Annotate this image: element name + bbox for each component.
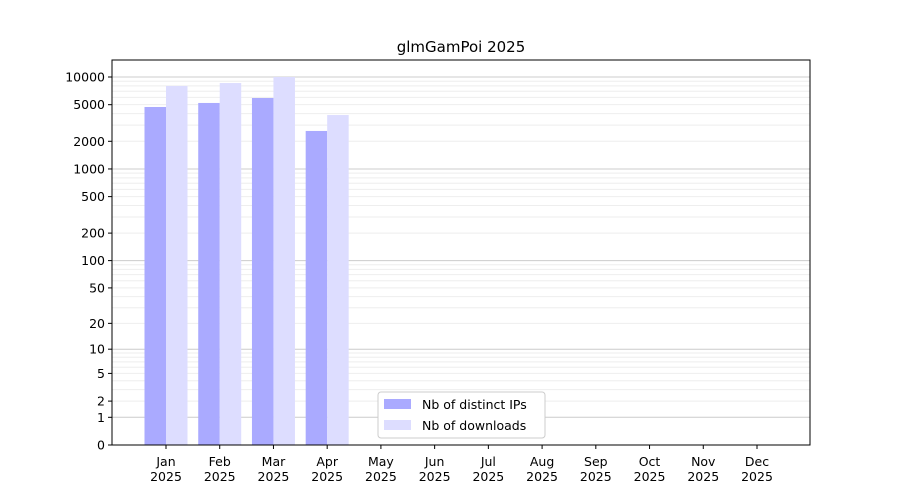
y-tick-label: 10 — [89, 342, 105, 357]
legend-swatch — [384, 420, 411, 430]
y-tick-label: 5 — [97, 366, 105, 381]
y-tick-label: 50 — [89, 280, 105, 295]
bar-downloads — [273, 76, 295, 445]
x-tick-label: Jul 2025 — [472, 454, 504, 484]
bar-downloads — [327, 115, 349, 445]
chart-title: glmGamPoi 2025 — [397, 38, 526, 56]
x-tick-label: Mar 2025 — [258, 454, 290, 484]
x-tick-label: Nov 2025 — [687, 454, 719, 484]
x-tick-label: Sep 2025 — [580, 454, 612, 484]
y-tick-label: 10000 — [65, 69, 105, 84]
y-tick-label: 500 — [81, 189, 105, 204]
legend: Nb of distinct IPs Nb of downloads — [377, 391, 546, 439]
y-tick-label: 2000 — [73, 134, 105, 149]
x-tick-label: Feb 2025 — [204, 454, 236, 484]
bar-distinct-ips — [251, 98, 274, 445]
x-tick-label: Jun 2025 — [419, 454, 451, 484]
bar-distinct-ips — [305, 130, 328, 445]
legend-label: Nb of downloads — [422, 418, 526, 433]
y-tick-label: 2 — [97, 394, 105, 409]
y-tick-label: 1 — [97, 410, 105, 425]
x-tick-label: May 2025 — [365, 454, 397, 484]
x-tick-label: Oct 2025 — [634, 454, 666, 484]
legend-label: Nb of distinct IPs — [422, 397, 527, 412]
bar-downloads — [166, 85, 188, 445]
bar-downloads — [219, 83, 242, 446]
y-tick-label: 200 — [81, 226, 105, 241]
x-tick-label: Aug 2025 — [526, 454, 558, 484]
y-tick-label: 20 — [89, 316, 105, 331]
y-tick-label: 100 — [81, 253, 105, 268]
y-tick-label: 5000 — [73, 97, 105, 112]
plot-frame — [111, 59, 811, 446]
legend-swatch — [384, 399, 411, 409]
x-tick-label: Dec 2025 — [741, 454, 773, 484]
y-tick-label: 1000 — [73, 161, 105, 176]
bar-distinct-ips — [144, 106, 166, 446]
x-tick-label: Jan 2025 — [150, 454, 182, 484]
y-tick-label: 0 — [97, 438, 105, 453]
legend-box — [377, 391, 546, 439]
bar-distinct-ips — [198, 102, 220, 445]
x-tick-label: Apr 2025 — [311, 454, 343, 484]
